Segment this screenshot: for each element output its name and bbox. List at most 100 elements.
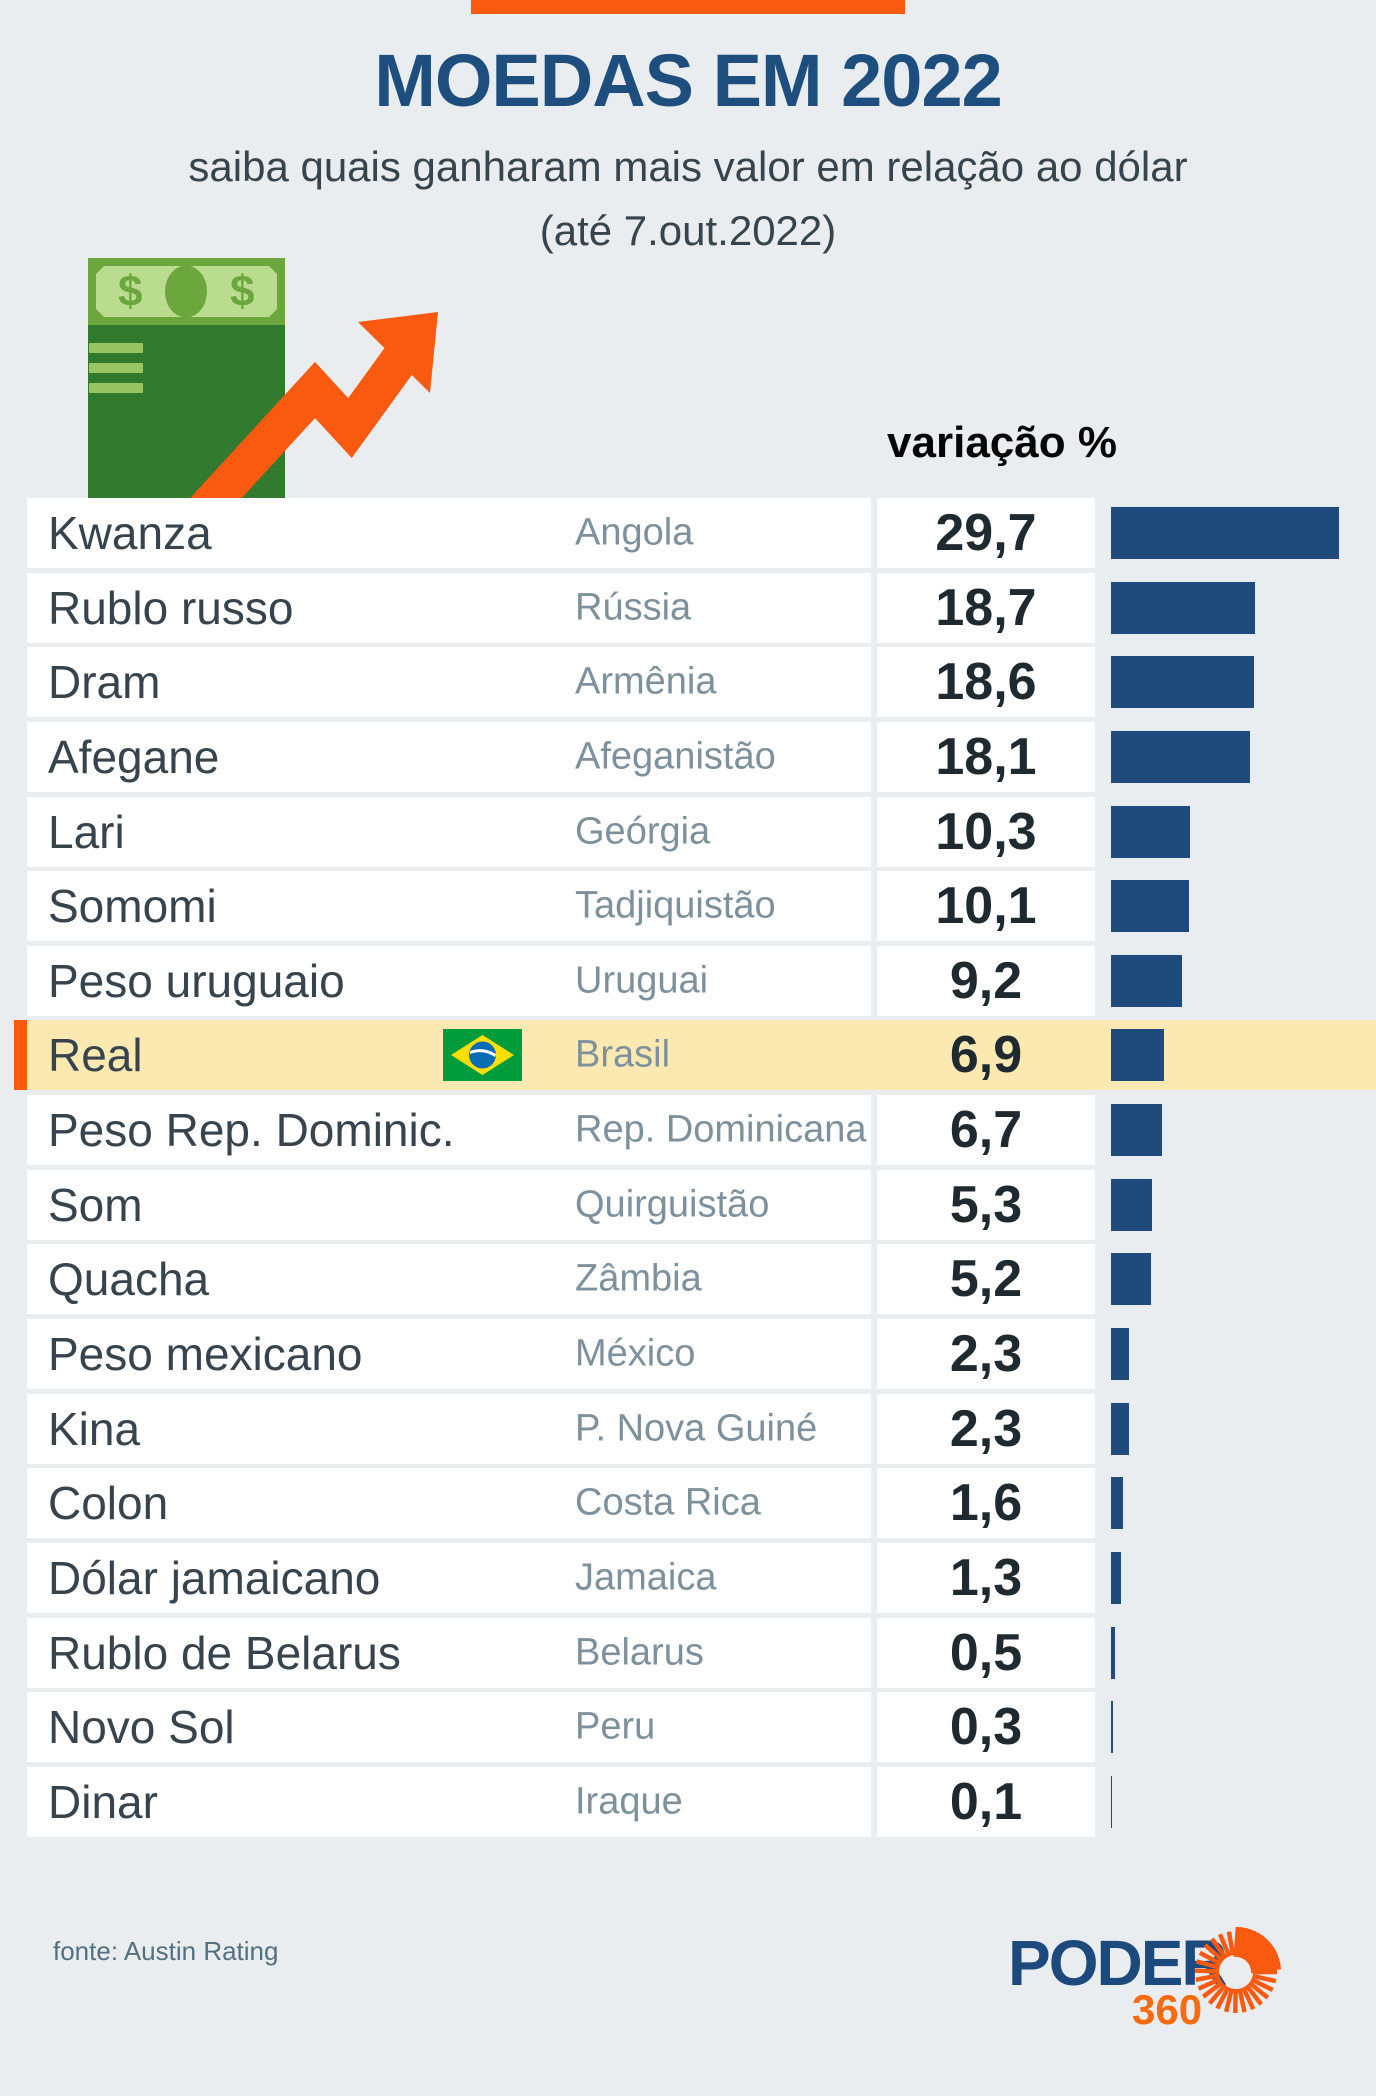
currency-name: Rublo russo (48, 581, 294, 634)
table-row: Somomi Tadjiquistão 10,1 (0, 871, 1376, 942)
currency-name: Kina (48, 1402, 141, 1455)
table-row: Colon Costa Rica 1,6 (0, 1468, 1376, 1539)
currency-name: Real (48, 1029, 143, 1082)
variation-value: 10,3 (935, 802, 1037, 861)
value-bar (1111, 1328, 1129, 1381)
country-name: Angola (575, 511, 694, 554)
country-name: México (575, 1332, 696, 1375)
country-name: Rep. Dominicana (575, 1108, 867, 1151)
money-growth-illustration: $ $ (88, 258, 438, 518)
value-bar (1111, 1104, 1162, 1157)
variation-value: 6,9 (949, 1026, 1023, 1085)
value-bar (1111, 1029, 1164, 1082)
value-bar (1111, 805, 1190, 858)
value-bar (1111, 1402, 1129, 1455)
country-name: Armênia (575, 660, 717, 703)
country-name: Peru (575, 1705, 656, 1748)
logo-number: 360 (1132, 1986, 1203, 2033)
variation-value: 0,5 (949, 1623, 1023, 1682)
variation-value: 18,7 (935, 578, 1037, 637)
variation-value: 5,2 (949, 1250, 1023, 1309)
growth-arrow (190, 347, 416, 518)
currency-name: Colon (48, 1477, 169, 1530)
country-name: Brasil (575, 1033, 671, 1076)
value-bar (1111, 1701, 1113, 1754)
country-name: Jamaica (575, 1556, 717, 1599)
value-bar (1111, 880, 1189, 933)
country-name: Rússia (575, 586, 692, 629)
currency-name: Quacha (48, 1253, 210, 1306)
value-bar (1111, 581, 1255, 634)
currency-name: Novo Sol (48, 1701, 235, 1754)
source-note: fonte: Austin Rating (53, 1936, 279, 1966)
currency-name: Kwanza (48, 507, 212, 559)
currency-name: Afegane (48, 730, 220, 783)
table-row: Dram Armênia 18,6 (0, 647, 1376, 718)
currency-name: Peso mexicano (48, 1328, 363, 1381)
currency-table: Kwanza Angola 29,7 (0, 498, 1376, 1842)
country-name: Costa Rica (575, 1481, 761, 1524)
growth-arrow-head (358, 312, 438, 393)
country-name: Tadjiquistão (575, 884, 776, 927)
variation-value: 0,1 (949, 1772, 1023, 1831)
table-row: Novo Sol Peru 0,3 (0, 1692, 1376, 1763)
currency-name: Lari (48, 805, 125, 858)
country-name: Belarus (575, 1631, 704, 1674)
country-name: Iraque (575, 1780, 683, 1823)
variation-value: 1,6 (949, 1474, 1023, 1533)
country-name: Quirguistão (575, 1183, 770, 1226)
table-row: Lari Geórgia 10,3 (0, 796, 1376, 867)
table-row: Rublo russo Rússia 18,7 (0, 572, 1376, 643)
variation-value: 2,3 (949, 1399, 1023, 1458)
currency-name: Peso Rep. Dominic. (48, 1104, 455, 1157)
value-bar (1111, 507, 1339, 559)
currency-name: Dinar (48, 1775, 158, 1828)
top-accent-bar (471, 0, 905, 14)
variation-value: 1,3 (949, 1548, 1023, 1607)
value-bar (1111, 1551, 1121, 1604)
variation-value: 2,3 (949, 1325, 1023, 1384)
country-name: Afeganistão (575, 735, 776, 778)
variation-value: 9,2 (949, 951, 1023, 1010)
variation-value: 18,1 (935, 727, 1037, 786)
bill-oval (165, 265, 207, 318)
country-name: Zâmbia (575, 1257, 702, 1300)
logo-wordmark: PODER (1008, 1927, 1228, 1999)
table-row: Dinar Iraque 0,1 (0, 1766, 1376, 1837)
currency-name: Dólar jamaicano (48, 1551, 381, 1604)
page-title: MOEDAS EM 2022 (374, 39, 1003, 122)
variation-value: 29,7 (935, 504, 1037, 562)
variation-value: 5,3 (949, 1175, 1023, 1234)
dollar-sign: $ (118, 267, 142, 316)
country-name: Geórgia (575, 810, 711, 853)
value-bar (1111, 656, 1254, 709)
stack-stripe (89, 363, 143, 373)
highlight-marker (14, 1020, 28, 1091)
table-row: Peso mexicano México 2,3 (0, 1319, 1376, 1390)
value-bar (1111, 1178, 1152, 1231)
sunburst-icon (1194, 1926, 1282, 2014)
variation-value: 10,1 (935, 877, 1037, 936)
variation-value: 0,3 (949, 1698, 1023, 1757)
variation-value: 6,7 (949, 1101, 1023, 1160)
table-row: Rublo de Belarus Belarus 0,5 (0, 1617, 1376, 1688)
value-bar (1111, 730, 1250, 783)
table-row: Afegane Afeganistão 18,1 (0, 721, 1376, 792)
value-bar (1111, 1775, 1112, 1828)
value-bar (1111, 1626, 1115, 1679)
dollar-sign: $ (230, 267, 254, 316)
table-row: Som Quirguistão 5,3 (0, 1169, 1376, 1240)
table-row: Kina P. Nova Guiné 2,3 (0, 1393, 1376, 1464)
variation-column-header: variação % (887, 418, 1117, 467)
currency-name: Som (48, 1178, 143, 1231)
table-row: Dólar jamaicano Jamaica 1,3 (0, 1542, 1376, 1613)
table-row: Real Brasil 6,9 (0, 1020, 1376, 1091)
column-gap (871, 1020, 877, 1091)
value-bar (1111, 954, 1182, 1007)
stack-stripe (89, 343, 143, 353)
country-name: Uruguai (575, 959, 709, 1002)
poder360-logo: PODER 360 (1008, 1926, 1283, 2033)
currency-name: Peso uruguaio (48, 954, 345, 1007)
stack-stripe (89, 383, 143, 393)
